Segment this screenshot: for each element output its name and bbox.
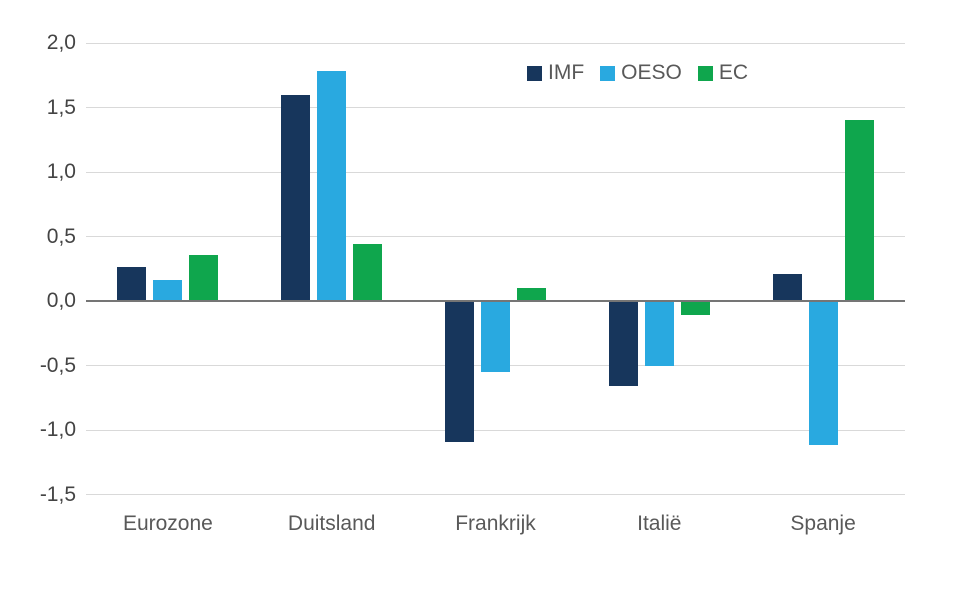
legend-swatch-icon-oeso [600,65,616,81]
bar-imf-spanje [772,273,802,301]
category-label-spanje: Spanje [790,512,856,535]
bar-ec-frankrijk [517,288,546,301]
category-label-itali-: Italië [637,512,682,535]
gridline--1,5 [86,494,905,495]
legend-item-imf: IMF [527,62,584,84]
bar-oeso-itali- [644,301,674,366]
category-label-duitsland: Duitsland [287,512,376,535]
chart-legend: IMF OESO EC [527,62,748,84]
y-tick-label: 1,0 [46,160,76,183]
legend-item-ec: EC [697,61,749,84]
legend-label-ec: EC [718,61,749,84]
bar-oeso-eurozone [153,280,183,301]
bar-imf-frankrijk [445,301,474,442]
gridline-2,0 [86,42,905,44]
gridline-0,5 [86,236,905,237]
gridline-1,0 [86,171,905,173]
y-tick-label: 0,0 [46,289,76,312]
bar-oeso-duitsland [317,71,347,301]
category-label-frankrijk: Frankrijk [455,512,536,535]
y-tick-label: -1,0 [39,418,76,441]
gridline--1,0 [86,429,905,431]
bar-ec-duitsland [353,244,383,301]
legend-swatch-icon-imf [527,65,542,81]
zero-axis-line [86,300,905,302]
legend-label-oeso: OESO [621,61,682,84]
legend-label-imf: IMF [548,61,585,84]
category-label-eurozone: Eurozone [122,512,213,535]
legend-item-oeso: OESO [600,62,682,84]
bar-ec-eurozone [189,254,219,301]
bar-ec-itali- [680,301,710,316]
legend-swatch-icon-ec [697,65,713,81]
y-tick-label: 1,5 [46,95,76,119]
y-tick-label: 0,5 [46,224,76,248]
y-tick-label: -0,5 [39,353,76,377]
y-tick-label: -1,5 [39,482,76,506]
bar-oeso-spanje [808,301,838,446]
bar-imf-duitsland [281,94,311,301]
bar-oeso-frankrijk [481,301,510,372]
gridline-1,5 [86,107,905,108]
bar-imf-itali- [608,301,638,387]
y-tick-label: 2,0 [46,31,76,54]
bar-imf-eurozone [117,267,147,301]
bar-ec-spanje [844,120,874,301]
